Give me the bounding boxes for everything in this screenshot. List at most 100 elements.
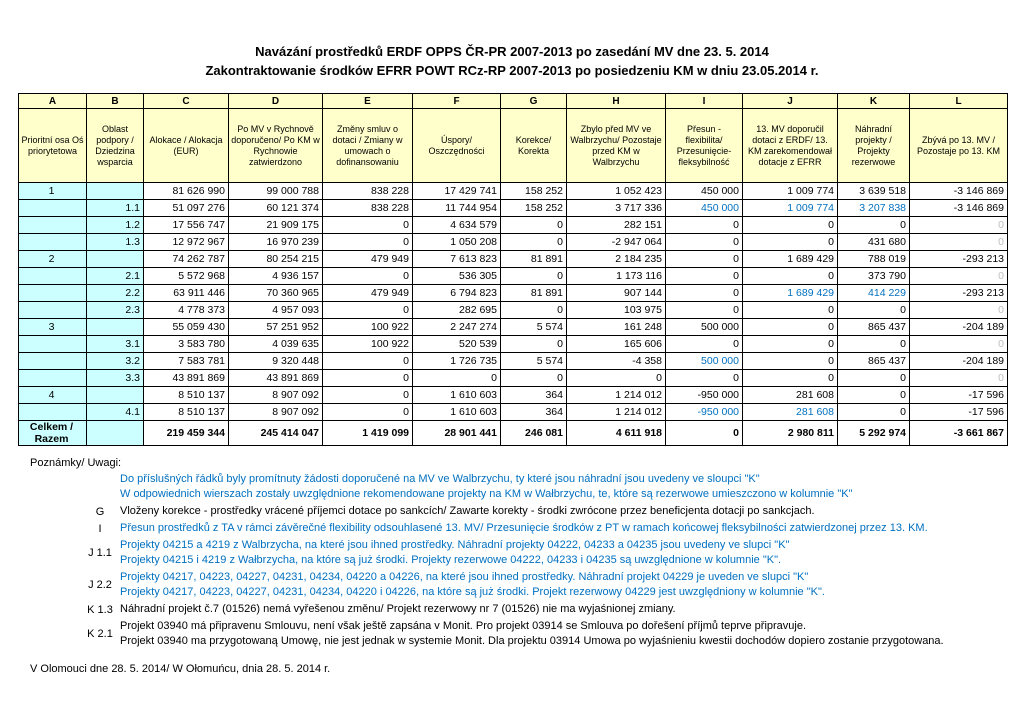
cell-i: 0 — [665, 216, 743, 234]
cell-support-area — [86, 318, 144, 336]
cell-k: 431 680 — [837, 233, 910, 251]
cell-c: 8 510 137 — [143, 386, 229, 404]
column-header-l: Zbývá po 13. MV / Pozostaje po 13. KM — [909, 108, 1008, 183]
cell-l: -204 189 — [909, 352, 1008, 370]
cell-f: 7 613 823 — [412, 250, 501, 268]
column-header-j: 13. MV doporučil dotaci z ERDF/ 13. KM z… — [742, 108, 838, 183]
cell-e: 0 — [322, 301, 413, 319]
table-row-1: 1 81 626 990 99 000 788 838 228 17 429 741 15… — [18, 182, 1008, 200]
note-label: K 2.1 — [87, 628, 113, 640]
note-text: Projekt 03940 má připravenu Smlouvu, nen… — [120, 619, 1024, 649]
cell-k: 0 — [837, 335, 910, 353]
cell-g: 81 891 — [500, 250, 567, 268]
note-item-j-2.2: J 2.2 Projekty 04217, 04223, 04227, 04231… — [30, 570, 1024, 600]
cell-support-area — [86, 420, 144, 446]
cell-l: -17 596 — [909, 403, 1008, 421]
note-text: Náhradní projekt č.7 (01526) nemá vyřeše… — [120, 602, 1024, 617]
cell-h: 1 214 012 — [566, 386, 666, 404]
table-row-3.2: 3.2 7 583 781 9 320 448 0 1 726 735 5 574 -4 3… — [18, 352, 1008, 370]
table-row-3: 3 55 059 430 57 251 952 100 922 2 247 274 5 5… — [18, 318, 1008, 336]
cell-g: 0 — [500, 335, 567, 353]
footer-dateline: V Olomouci dne 28. 5. 2014/ W Ołomuńcu, … — [30, 663, 331, 675]
column-header-h: Zbylo před MV ve Walbrzychu/ Pozostaje p… — [566, 108, 666, 183]
cell-l: -293 213 — [909, 250, 1008, 268]
cell-k: 3 207 838 — [837, 199, 910, 217]
cell-c: 81 626 990 — [143, 182, 229, 200]
cell-e: 0 — [322, 386, 413, 404]
cell-g: 81 891 — [500, 284, 567, 302]
cell-i: 0 — [665, 284, 743, 302]
cell-f: 1 610 603 — [412, 386, 501, 404]
column-header-e: Změny smluv o dotaci / Zmiany w umowach … — [322, 108, 413, 183]
cell-j: 2 980 811 — [742, 420, 838, 446]
cell-support-area: 4.1 — [86, 403, 144, 421]
cell-k: 865 437 — [837, 318, 910, 336]
cell-h: 2 184 235 — [566, 250, 666, 268]
cell-c: 43 891 869 — [143, 369, 229, 387]
cell-i: -950 000 — [665, 386, 743, 404]
column-header-b: Oblast podpory / Dziedzina wsparcia — [86, 108, 144, 183]
cell-priority-axis — [18, 199, 87, 217]
cell-i: 450 000 — [665, 182, 743, 200]
column-letter-k: K — [837, 93, 910, 109]
cell-f: 11 744 954 — [412, 199, 501, 217]
cell-f: 1 726 735 — [412, 352, 501, 370]
cell-i: 0 — [665, 369, 743, 387]
cell-l: 0 — [909, 267, 1008, 285]
cell-priority-axis — [18, 216, 87, 234]
cell-i: 0 — [665, 233, 743, 251]
cell-c: 4 778 373 — [143, 301, 229, 319]
cell-support-area — [86, 182, 144, 200]
cell-e: 479 949 — [322, 250, 413, 268]
cell-g: 0 — [500, 233, 567, 251]
cell-i: 0 — [665, 420, 743, 446]
column-letter-i: I — [665, 93, 743, 109]
cell-g: 364 — [500, 386, 567, 404]
cell-k: 414 229 — [837, 284, 910, 302]
cell-h: 4 611 918 — [566, 420, 666, 446]
cell-l: 0 — [909, 233, 1008, 251]
column-header-a: Prioritní osa Oś priorytetowa — [18, 108, 87, 183]
cell-priority-axis: 3 — [18, 318, 87, 336]
document-title: Navázání prostředků ERDF OPPS ČR-PR 2007… — [0, 0, 1024, 80]
note-line: Projekt 03940 má připravenu Smlouvu, nen… — [120, 620, 807, 632]
cell-f: 6 794 823 — [412, 284, 501, 302]
cell-j: 0 — [742, 352, 838, 370]
title-line-czech: Navázání prostředků ERDF OPPS ČR-PR 2007… — [255, 44, 769, 59]
column-header-i: Přesun - flexibilita/ Przesunięcie- flek… — [665, 108, 743, 183]
cell-h: 1 173 116 — [566, 267, 666, 285]
cell-k: 0 — [837, 386, 910, 404]
cell-support-area: 3.2 — [86, 352, 144, 370]
cell-g: 158 252 — [500, 199, 567, 217]
cell-d: 70 360 965 — [228, 284, 323, 302]
cell-c: 12 972 967 — [143, 233, 229, 251]
cell-l: -293 213 — [909, 284, 1008, 302]
cell-support-area: 2.1 — [86, 267, 144, 285]
cell-c: 8 510 137 — [143, 403, 229, 421]
column-header-row: Prioritní osa Oś priorytetowa Oblast podp… — [18, 108, 1008, 183]
cell-priority-axis: 4 — [18, 386, 87, 404]
cell-k: 373 790 — [837, 267, 910, 285]
cell-e: 479 949 — [322, 284, 413, 302]
cell-priority-axis — [18, 352, 87, 370]
cell-h: 0 — [566, 369, 666, 387]
cell-k: 3 639 518 — [837, 182, 910, 200]
cell-f: 282 695 — [412, 301, 501, 319]
cell-priority-axis — [18, 301, 87, 319]
cell-e: 838 228 — [322, 182, 413, 200]
cell-priority-axis: 2 — [18, 250, 87, 268]
cell-d: 8 907 092 — [228, 403, 323, 421]
cell-support-area: 1.1 — [86, 199, 144, 217]
cell-priority-axis — [18, 284, 87, 302]
note-line: Vloženy korekce - prostředky vrácené pří… — [120, 505, 815, 517]
cell-l: -3 661 867 — [909, 420, 1008, 446]
note-label: J 2.2 — [88, 579, 112, 591]
notes-section: Poznámky/ Uwagi: Do příslušných řádků by… — [30, 456, 1024, 649]
cell-priority-axis — [18, 233, 87, 251]
cell-k: 0 — [837, 216, 910, 234]
cell-l: 0 — [909, 301, 1008, 319]
cell-l: -3 146 869 — [909, 182, 1008, 200]
cell-j: 281 608 — [742, 403, 838, 421]
cell-h: 282 151 — [566, 216, 666, 234]
